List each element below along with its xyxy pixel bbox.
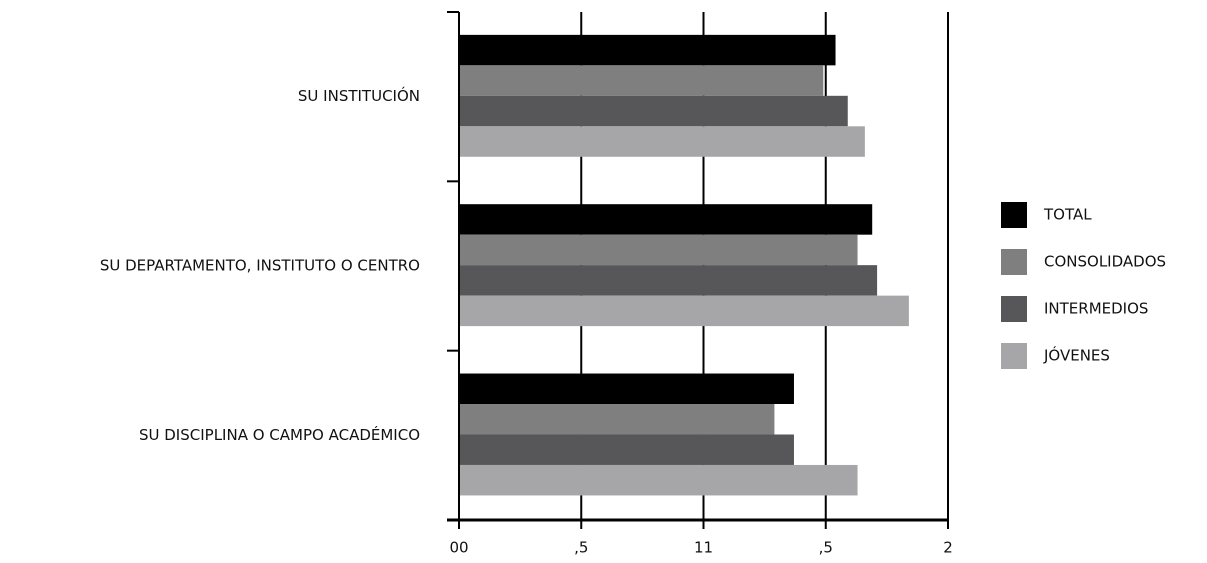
bar <box>459 34 836 66</box>
bar <box>459 404 775 435</box>
x-tick-label: ,5 <box>819 539 833 557</box>
bar <box>459 295 909 327</box>
category-label: SU DISCIPLINA O CAMPO ACADÉMICO <box>139 425 420 444</box>
bar <box>459 464 858 496</box>
legend-swatch <box>1001 296 1027 322</box>
bar <box>459 65 824 96</box>
legend-label: CONSOLIDADOS <box>1044 253 1166 271</box>
category-label: SU INSTITUCIÓN <box>298 86 420 105</box>
bar <box>459 434 794 465</box>
x-tick-label: 00 <box>449 539 468 557</box>
x-tick-label: 2 <box>943 539 953 557</box>
x-tick-label: ,5 <box>574 539 588 557</box>
x-tick-label: 11 <box>694 539 713 557</box>
bar <box>459 204 873 235</box>
bar <box>459 95 848 127</box>
legend-label: JÓVENES <box>1043 346 1110 365</box>
bar <box>459 126 865 157</box>
legend-label: TOTAL <box>1043 206 1092 224</box>
bar <box>459 234 858 266</box>
bar <box>459 373 794 405</box>
legend-swatch <box>1001 343 1027 369</box>
category-label: SU DEPARTAMENTO, INSTITUTO O CENTRO <box>100 257 420 275</box>
legend-swatch <box>1001 202 1027 228</box>
legend-swatch <box>1001 249 1027 275</box>
legend-label: INTERMEDIOS <box>1044 300 1148 318</box>
bar <box>459 265 878 296</box>
